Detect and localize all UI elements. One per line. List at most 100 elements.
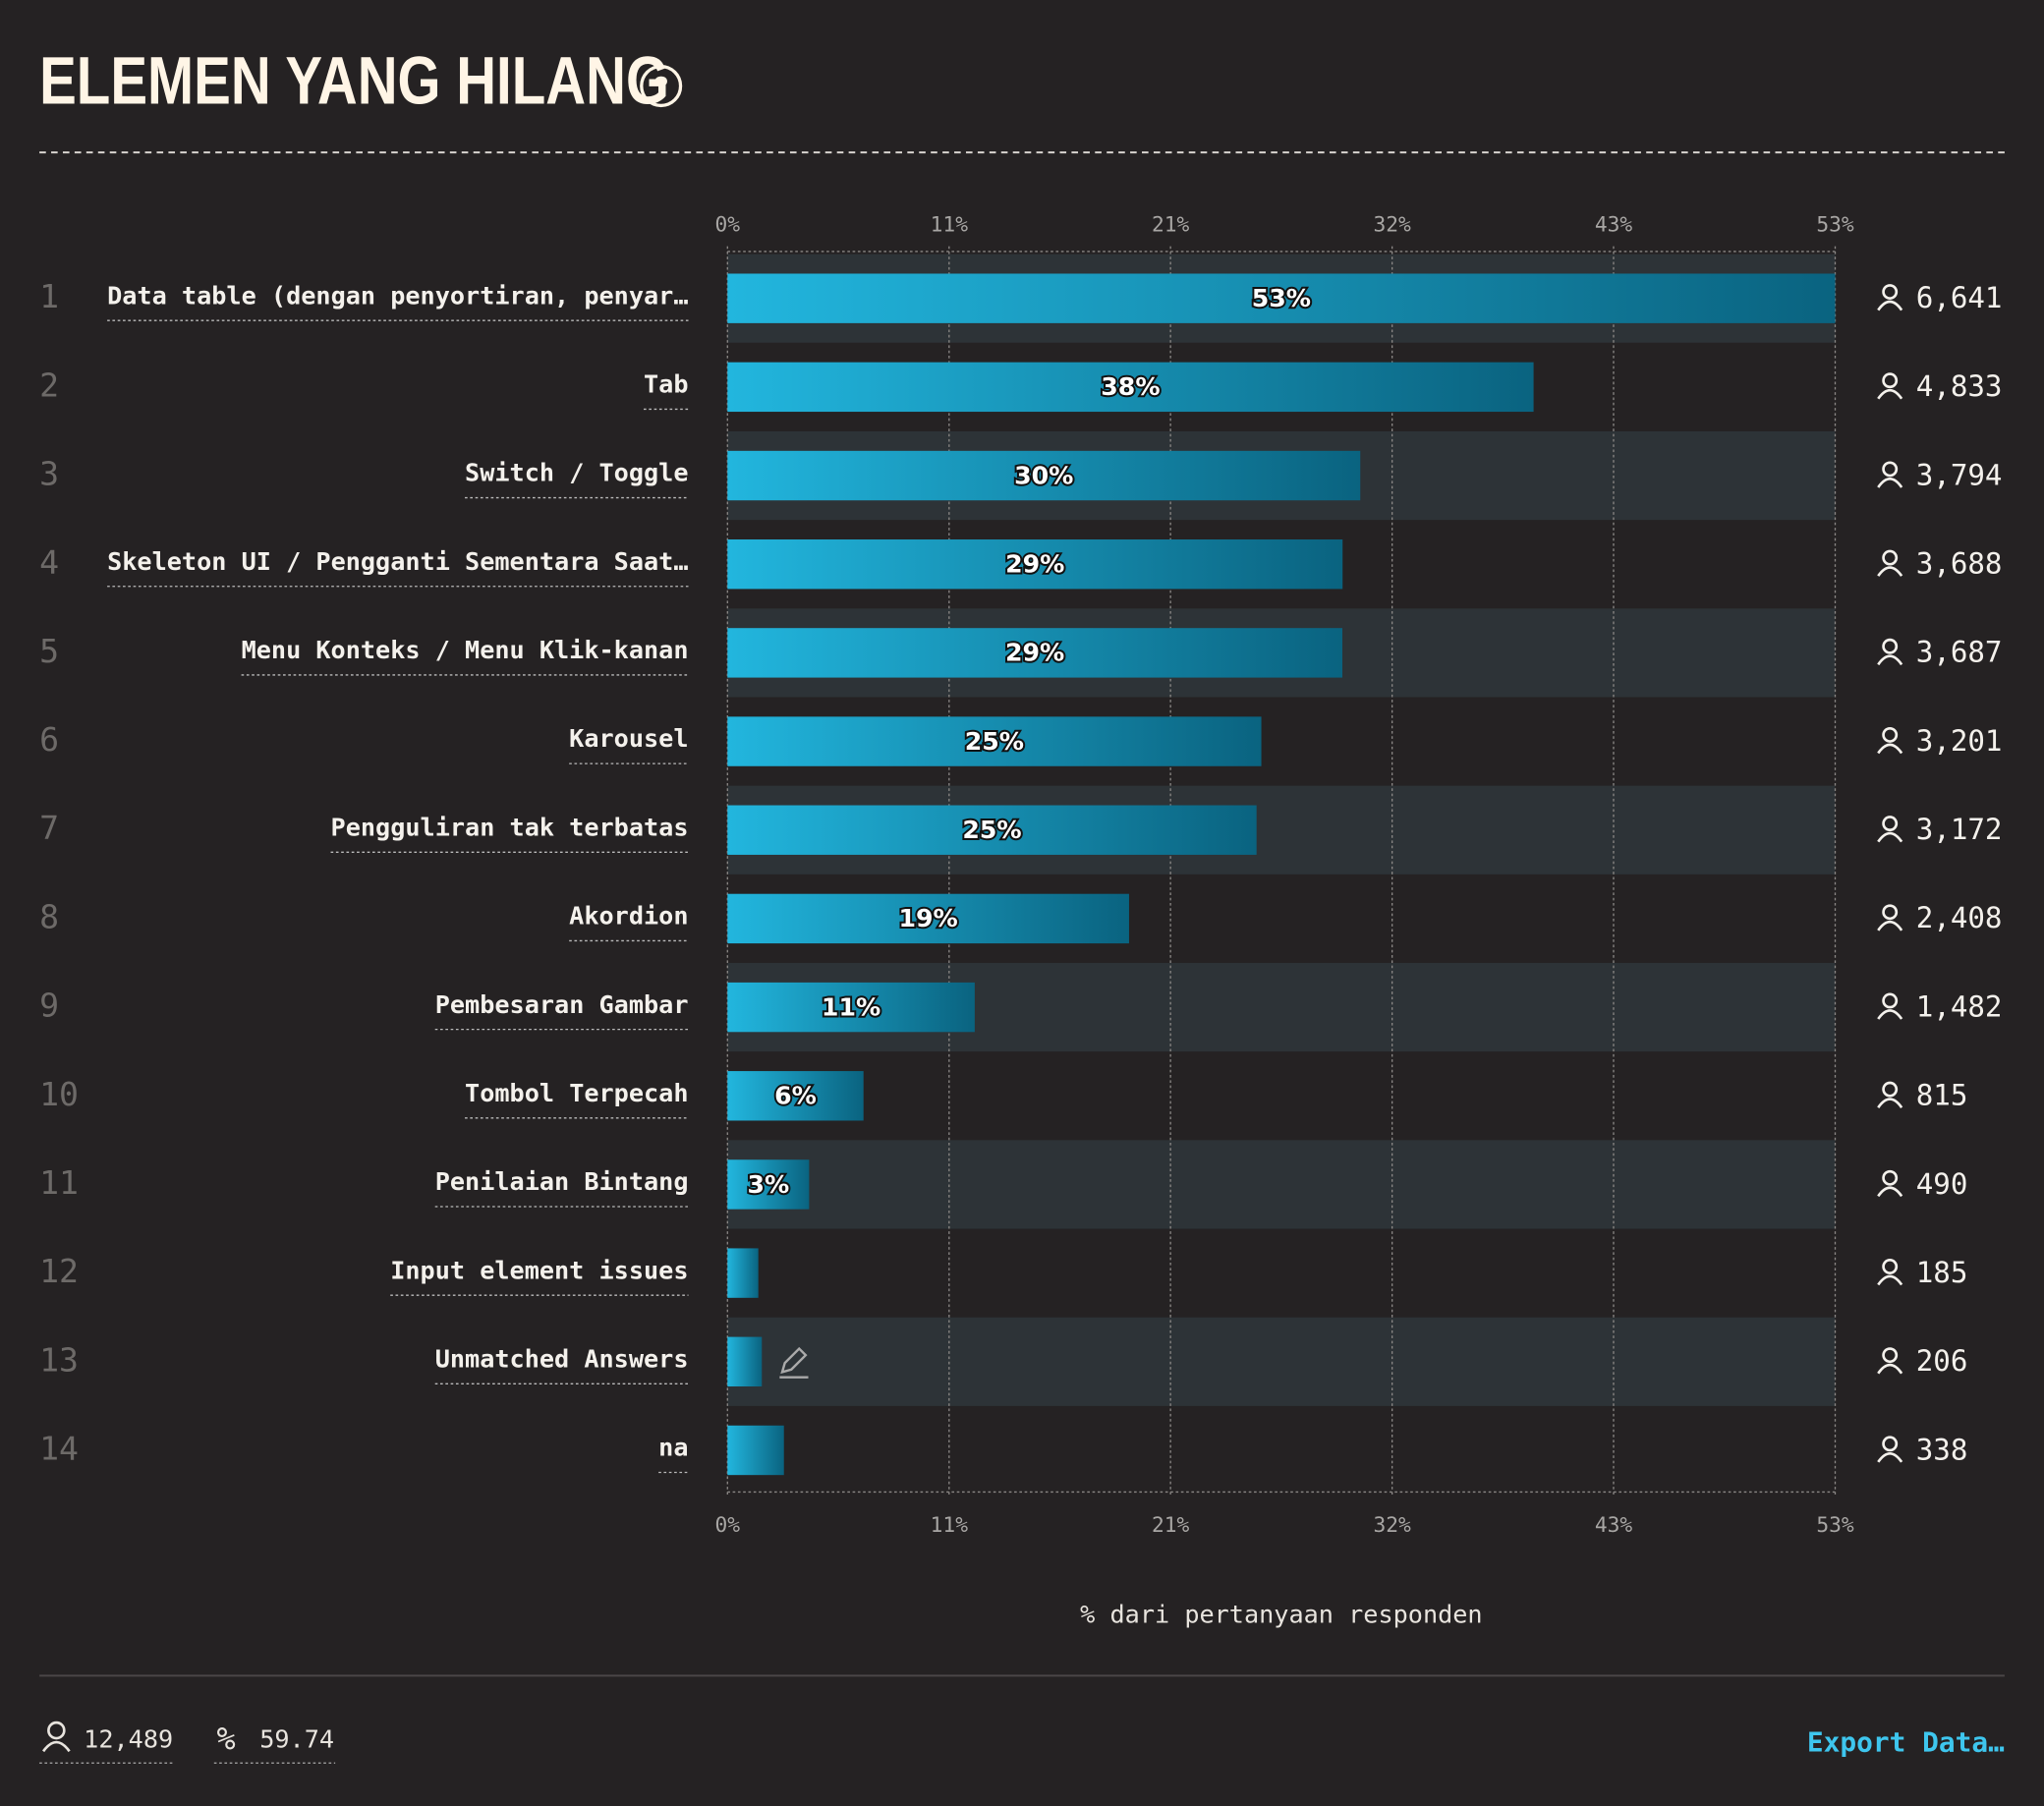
user-icon bbox=[1877, 1451, 1903, 1463]
bar bbox=[727, 1159, 810, 1210]
x-tick-label: 32% bbox=[1374, 212, 1412, 237]
edit-icon[interactable] bbox=[779, 1346, 809, 1379]
user-icon bbox=[1882, 461, 1899, 478]
percent-icon: % bbox=[216, 1721, 235, 1758]
total-respondents: 12,489 bbox=[84, 1725, 173, 1754]
count: 4,833 bbox=[1916, 369, 2003, 403]
value-label: 25% bbox=[965, 727, 1024, 756]
category-label: na bbox=[658, 1434, 688, 1462]
rank: 14 bbox=[39, 1429, 79, 1467]
user-icon bbox=[1882, 1347, 1899, 1364]
category-label: Pembesaran Gambar bbox=[435, 990, 689, 1019]
user-icon bbox=[1882, 992, 1899, 1009]
category-label: Switch / Toggle bbox=[465, 459, 688, 487]
bar bbox=[727, 1248, 759, 1298]
rank: 10 bbox=[39, 1075, 79, 1113]
rank: 9 bbox=[39, 987, 59, 1025]
rank: 5 bbox=[39, 632, 59, 670]
user-icon bbox=[1882, 1259, 1899, 1274]
respondent-count: 185 bbox=[1877, 1256, 1967, 1289]
rank: 12 bbox=[39, 1252, 79, 1290]
value-label: 29% bbox=[1005, 550, 1064, 579]
rank: 1 bbox=[39, 277, 59, 315]
bar bbox=[727, 628, 1343, 678]
count: 3,687 bbox=[1916, 636, 2003, 669]
respondent-count: 2,408 bbox=[1877, 901, 2003, 934]
bar bbox=[727, 716, 1262, 766]
user-icon bbox=[1882, 638, 1899, 654]
bar bbox=[727, 805, 1257, 855]
count: 815 bbox=[1916, 1079, 1968, 1112]
user-icon bbox=[1882, 1169, 1899, 1186]
respondent-count: 3,687 bbox=[1877, 636, 2003, 669]
x-tick-label: 32% bbox=[1374, 1513, 1412, 1538]
footer-completion[interactable]: % 59.74 bbox=[213, 1721, 336, 1764]
value-label: 11% bbox=[822, 992, 880, 1021]
x-tick-label: 11% bbox=[931, 1513, 969, 1538]
respondent-count: 206 bbox=[1877, 1344, 1968, 1378]
rank: 7 bbox=[39, 809, 59, 847]
x-axis-label: % dari pertanyaan responden bbox=[1080, 1600, 1482, 1628]
respondent-count: 1,482 bbox=[1877, 989, 2003, 1023]
x-tick-label: 43% bbox=[1595, 212, 1633, 237]
value-label: 3% bbox=[747, 1170, 789, 1199]
user-icon bbox=[1882, 816, 1899, 832]
user-icon bbox=[1882, 372, 1899, 389]
respondent-count: 3,794 bbox=[1877, 458, 2002, 491]
category-label: Menu Konteks / Menu Klik-kanan bbox=[242, 636, 689, 664]
user-icon bbox=[1877, 831, 1903, 843]
count: 3,688 bbox=[1916, 547, 2003, 581]
x-tick-label: 53% bbox=[1816, 1513, 1854, 1538]
chart-title: ELEMEN YANG HILANG bbox=[39, 43, 669, 119]
x-tick-label: 53% bbox=[1816, 212, 1854, 237]
category-label: Unmatched Answers bbox=[435, 1344, 689, 1373]
category-label: Skeleton UI / Pengganti Sementara Saat… bbox=[107, 547, 688, 576]
rank: 8 bbox=[39, 897, 59, 935]
bar bbox=[727, 1071, 864, 1121]
user-icon bbox=[1877, 1186, 1903, 1198]
completion: 59.74 bbox=[259, 1725, 334, 1754]
count: 2,408 bbox=[1916, 901, 2003, 934]
value-label: 25% bbox=[962, 816, 1021, 844]
value-label: 6% bbox=[774, 1082, 817, 1110]
rank: 4 bbox=[39, 543, 59, 582]
user-icon bbox=[1882, 1081, 1899, 1098]
category-label: Pengguliran tak terbatas bbox=[331, 813, 689, 841]
x-tick-label: 11% bbox=[931, 212, 969, 237]
count: 1,482 bbox=[1916, 989, 2003, 1023]
x-tick-label: 0% bbox=[715, 212, 741, 237]
user-icon bbox=[1882, 284, 1899, 301]
category-label: Tombol Terpecah bbox=[465, 1079, 688, 1107]
category-label: Penilaian Bintang bbox=[435, 1167, 689, 1196]
respondent-count: 3,201 bbox=[1877, 724, 2003, 758]
respondent-count: 338 bbox=[1877, 1433, 1968, 1466]
value-label: 53% bbox=[1252, 284, 1311, 312]
respondent-count: 815 bbox=[1877, 1079, 1968, 1112]
respondent-count: 6,641 bbox=[1877, 281, 2002, 314]
rank: 11 bbox=[39, 1163, 79, 1202]
bar bbox=[727, 893, 1129, 944]
category-label: Karousel bbox=[569, 724, 688, 753]
user-icon bbox=[1877, 1098, 1903, 1108]
respondent-count: 3,172 bbox=[1877, 813, 2002, 846]
user-icon bbox=[1877, 920, 1903, 931]
respondent-count: 490 bbox=[1877, 1167, 1967, 1201]
user-icon bbox=[1882, 1436, 1899, 1452]
user-icon bbox=[1877, 1009, 1903, 1020]
user-icon bbox=[1882, 904, 1899, 921]
value-label: 30% bbox=[1014, 461, 1073, 489]
count: 3,201 bbox=[1916, 724, 2003, 758]
footer-respondents[interactable]: 12,489 bbox=[39, 1721, 176, 1764]
bar bbox=[727, 1336, 763, 1386]
category-label: Akordion bbox=[569, 902, 688, 931]
rank: 13 bbox=[39, 1340, 79, 1379]
count: 338 bbox=[1916, 1433, 1968, 1466]
value-label: 19% bbox=[898, 904, 957, 932]
rank: 3 bbox=[39, 455, 59, 493]
count: 206 bbox=[1916, 1344, 1968, 1378]
respondent-count: 3,688 bbox=[1877, 547, 2003, 581]
export-button[interactable]: Export Data… bbox=[1807, 1725, 2005, 1758]
category-label: Tab bbox=[644, 370, 689, 399]
help-icon[interactable]: ? bbox=[640, 64, 683, 108]
